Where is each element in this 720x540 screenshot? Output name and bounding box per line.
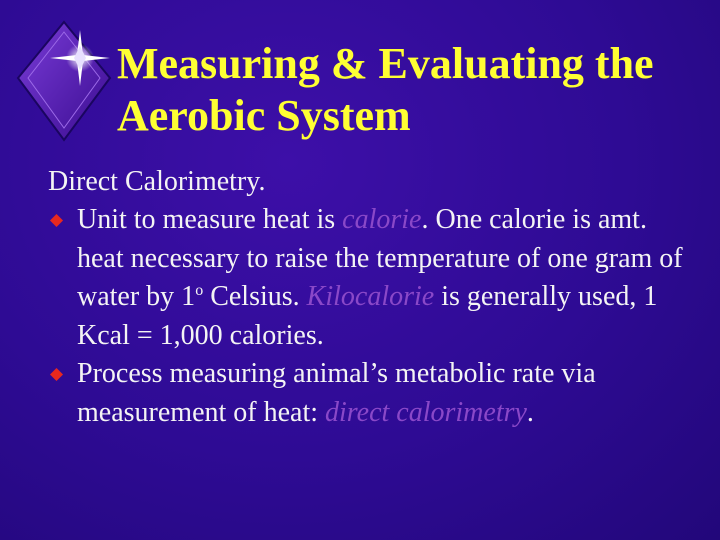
bullet-marker	[50, 368, 63, 381]
emphasized-text: direct calorimetry	[325, 396, 527, 428]
text: .	[526, 396, 534, 428]
bullet-marker	[50, 214, 63, 227]
text: Celsius.	[203, 281, 307, 312]
superscript: o	[195, 282, 204, 299]
bullet: Process measuring animal’s metabolic rat…	[48, 355, 688, 432]
bullet: Unit to measure heat is calorie. One cal…	[48, 201, 688, 355]
text: is generally used, 1 Kcal = 1,000 calori…	[77, 281, 658, 351]
text: . One calorie is amt. heat necessary to …	[77, 204, 683, 312]
emphasized-text: Kilocalorie	[306, 281, 435, 312]
bullet-list: Unit to measure heat is calorie. One cal…	[48, 201, 688, 432]
text: Unit to measure heat is	[77, 204, 343, 235]
emphasized-text: calorie	[342, 204, 422, 235]
slide-title: Measuring & Evaluating the Aerobic Syste…	[117, 39, 654, 140]
text: Process measuring animal’s metabolic rat…	[77, 358, 596, 428]
logo	[16, 20, 112, 142]
heading: Direct Calorimetry.	[48, 166, 266, 197]
